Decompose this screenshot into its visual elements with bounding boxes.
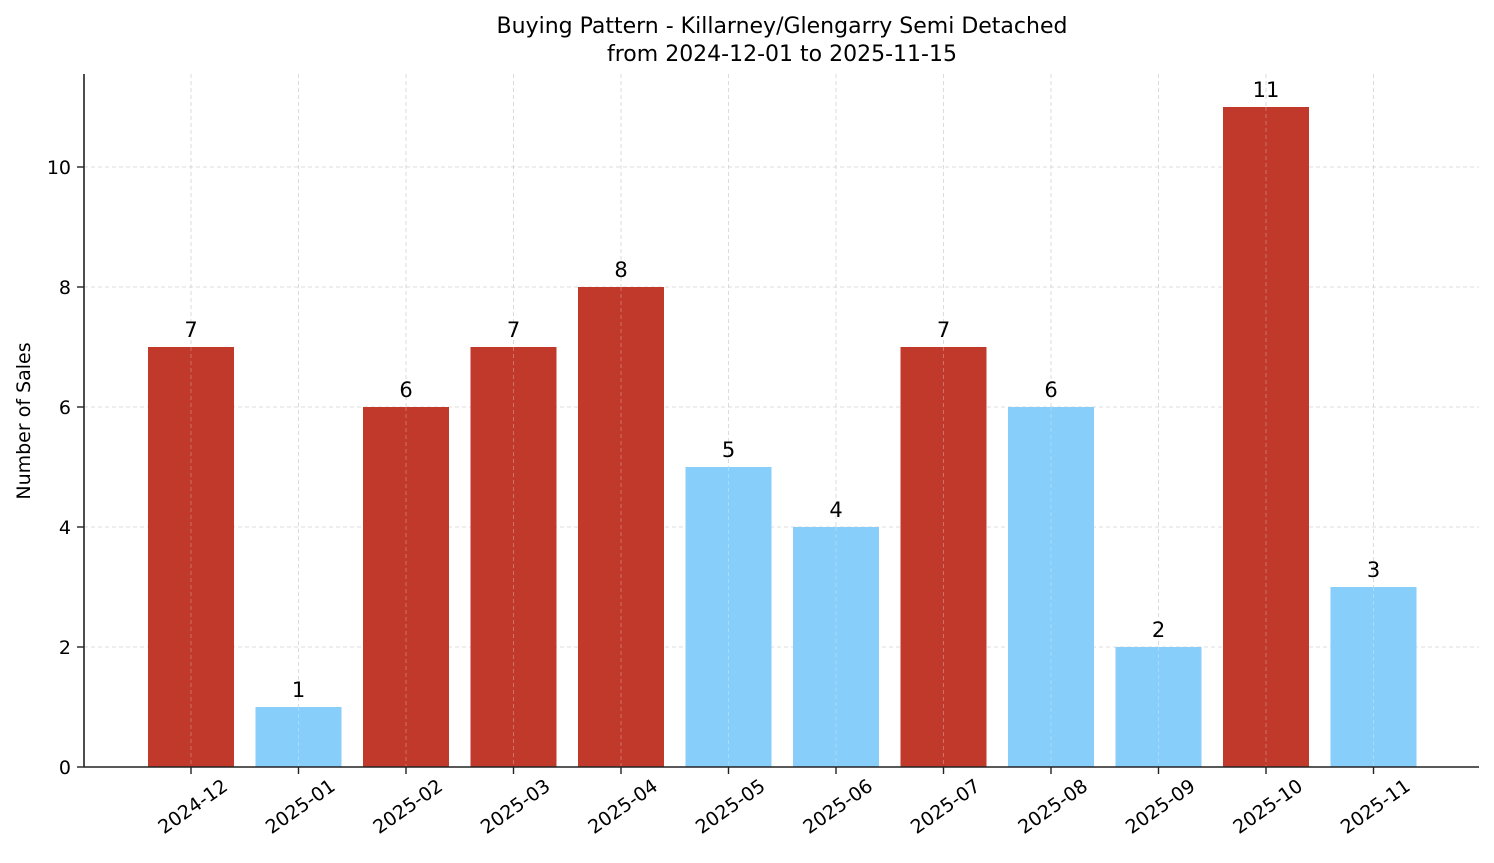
bar-2025-09 [1115, 647, 1202, 767]
x-tick-label: 2025-05 [692, 775, 770, 839]
bar-2025-07 [900, 347, 987, 767]
bar-value-label: 7 [507, 318, 520, 342]
chart-subtitle: from 2024-12-01 to 2025-11-15 [607, 42, 957, 67]
x-tick-label: 2025-07 [907, 775, 985, 839]
x-tick-label: 2025-01 [262, 775, 340, 839]
bar-2025-01 [255, 707, 342, 767]
x-tick-label: 2024-12 [154, 775, 232, 839]
x-tick-label: 2025-02 [369, 775, 447, 839]
bar-value-label: 3 [1367, 558, 1380, 582]
x-tick-label: 2025-08 [1014, 775, 1092, 839]
x-tick-label: 2025-03 [477, 775, 555, 839]
y-tick-label: 4 [59, 517, 71, 539]
y-tick-label: 0 [59, 757, 71, 779]
bar-value-label: 2 [1152, 618, 1165, 642]
bar-value-label: 4 [829, 498, 842, 522]
bar-2025-06 [793, 527, 879, 767]
x-tick-label: 2025-04 [584, 775, 662, 839]
bar-2025-04 [578, 287, 664, 767]
x-axis-ticks: 2024-12 2025-01 2025-02 2025-03 2025-04 2025-… [154, 767, 1414, 839]
bar-2025-10 [1223, 107, 1309, 767]
bar-value-label: 8 [614, 258, 627, 282]
bar-value-label: 7 [937, 318, 950, 342]
chart-title-line-1: Buying Pattern - Killarney/Glengarry Sem… [497, 14, 1068, 39]
chart-title: Buying Pattern - Killarney/Glengarry Sem… [497, 14, 1068, 67]
axes [83, 74, 1479, 768]
x-tick-label: 2025-11 [1337, 775, 1415, 839]
bar-value-label: 6 [399, 378, 412, 402]
x-tick-label: 2025-10 [1229, 775, 1307, 839]
y-tick-label: 2 [59, 637, 71, 659]
data-labels: 7 1 6 7 8 5 4 7 6 2 11 3 [184, 78, 1380, 702]
y-tick-label: 10 [47, 157, 71, 179]
bar-2025-08 [1008, 407, 1094, 767]
bar-2025-11 [1330, 587, 1417, 767]
bar-2024-12 [148, 347, 234, 767]
bar-2025-02 [363, 407, 449, 767]
bar-2025-05 [685, 467, 772, 767]
bar-value-label: 1 [292, 678, 305, 702]
bar-value-label: 5 [722, 438, 735, 462]
y-axis-label: Number of Sales [13, 342, 35, 499]
bar-2025-03 [470, 347, 557, 767]
x-tick-label: 2025-09 [1122, 775, 1200, 839]
y-tick-label: 6 [59, 397, 71, 419]
bar-value-label: 11 [1253, 78, 1280, 102]
y-tick-label: 8 [59, 277, 71, 299]
x-tick-label: 2025-06 [799, 775, 877, 839]
bar-value-label: 7 [184, 318, 197, 342]
bar-value-label: 6 [1044, 378, 1057, 402]
bars [148, 107, 1417, 767]
y-axis-ticks: 0 2 4 6 8 10 [47, 157, 84, 779]
